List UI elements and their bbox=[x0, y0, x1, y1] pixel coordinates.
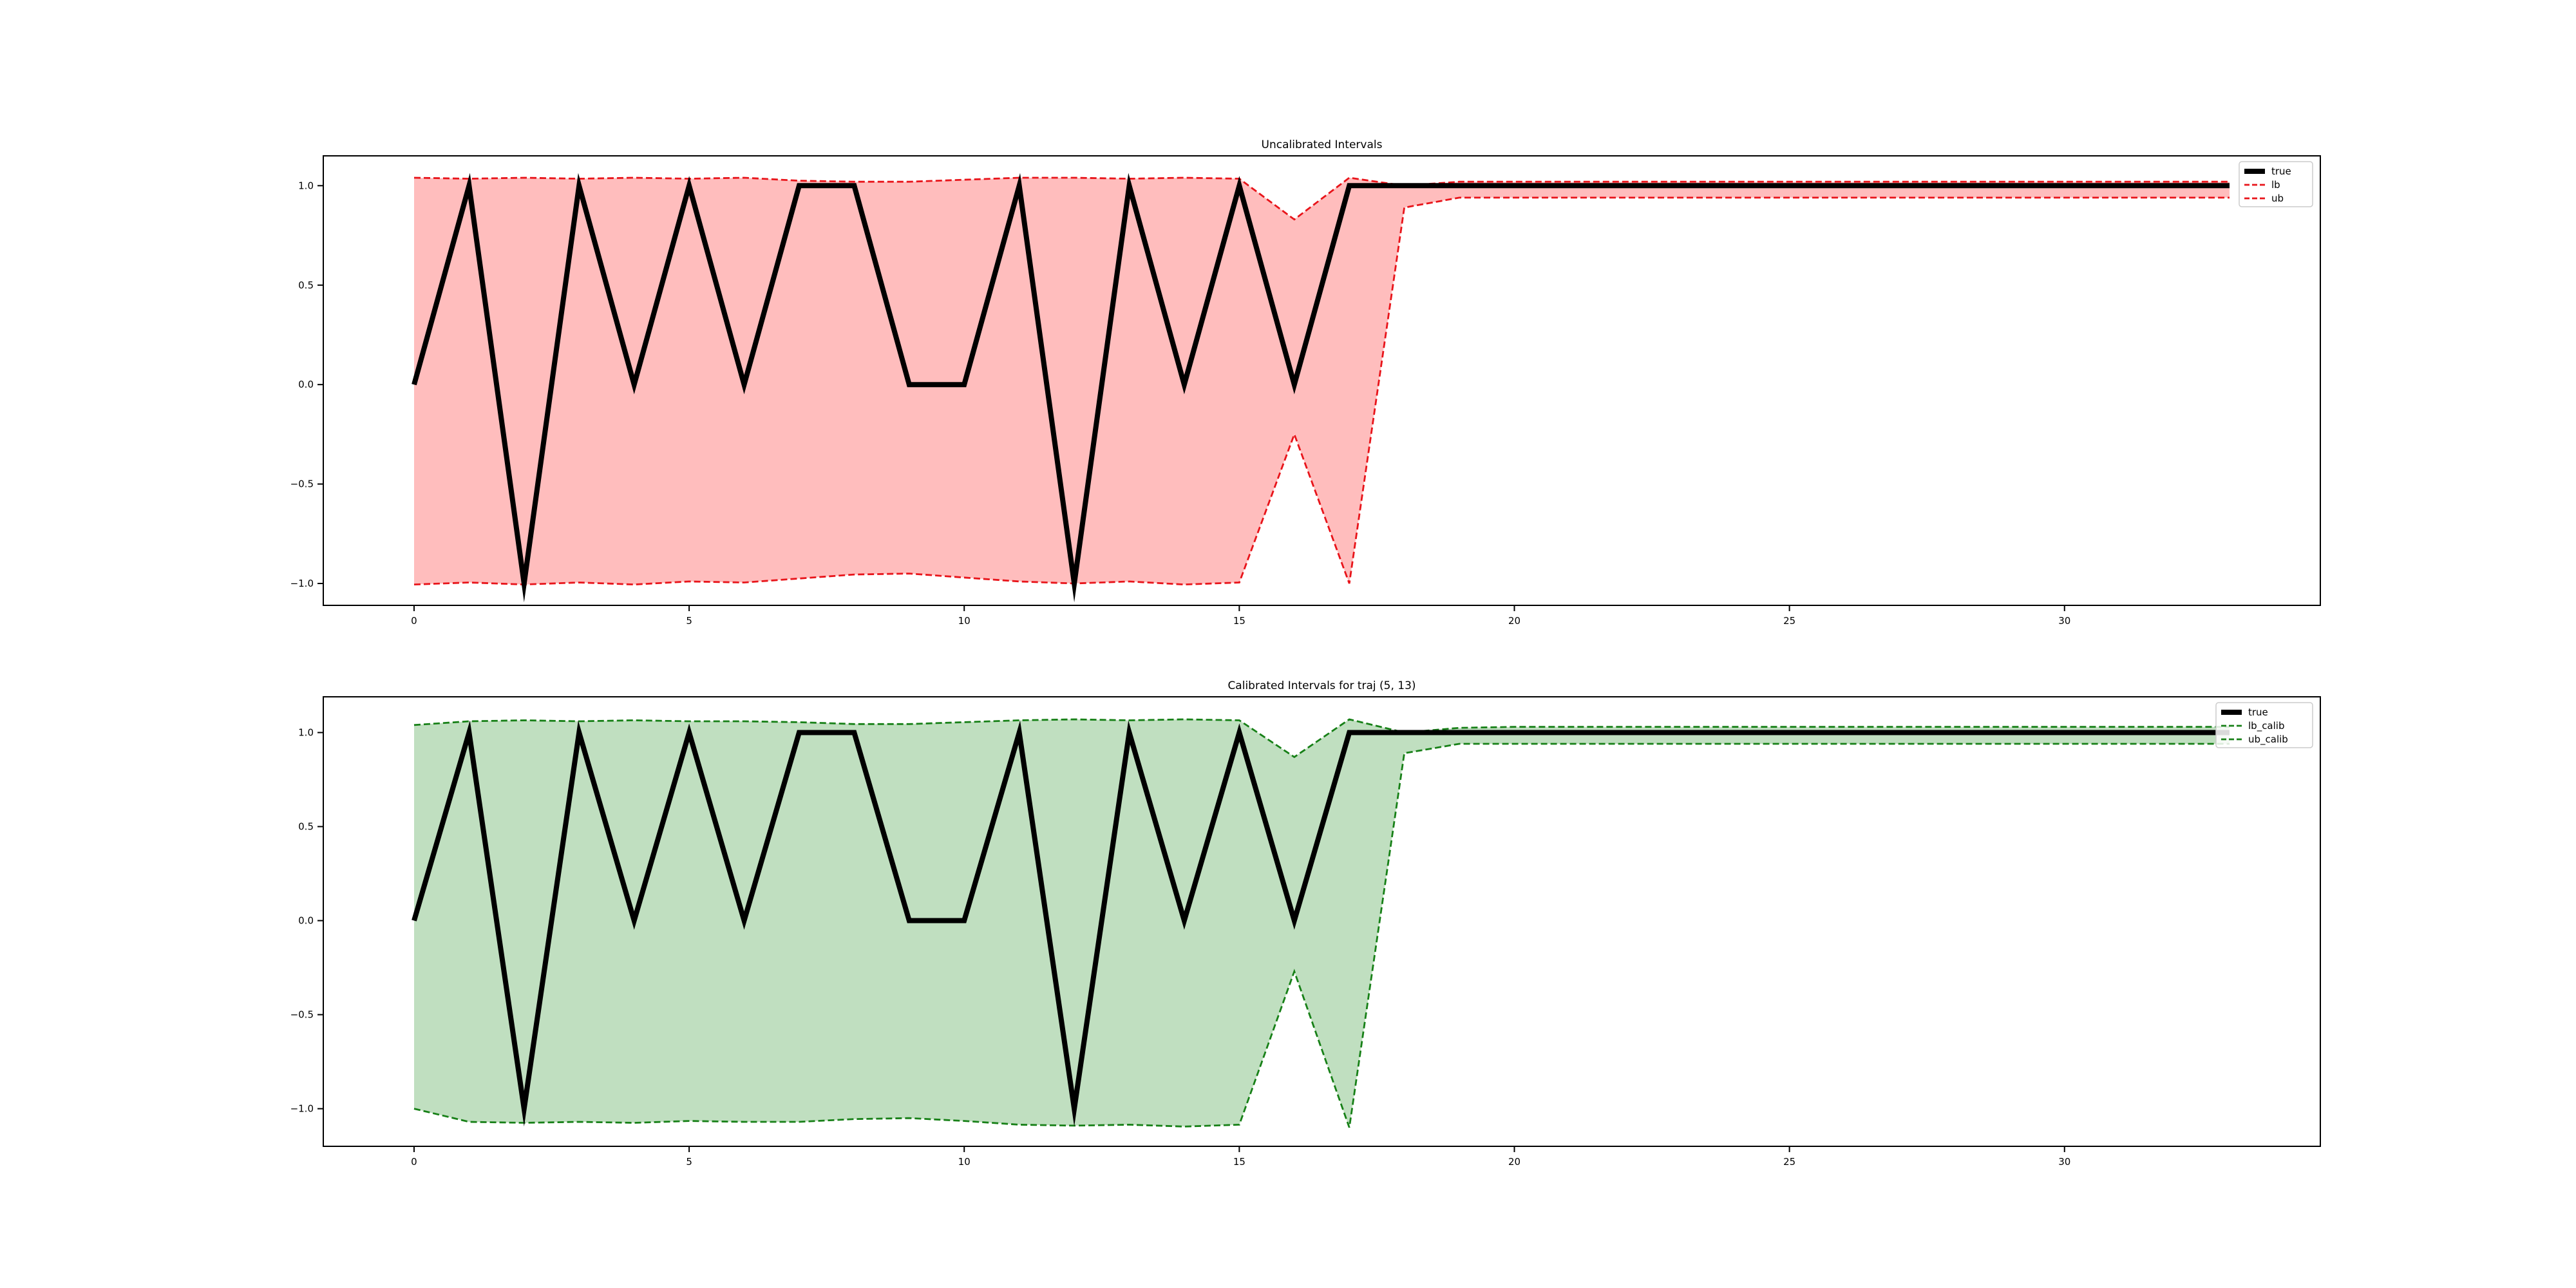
x-tick-label: 15 bbox=[1233, 615, 1245, 627]
x-tick-label: 20 bbox=[1508, 615, 1520, 627]
x-tick-label: 10 bbox=[958, 615, 971, 627]
interval-band bbox=[414, 719, 2230, 1128]
legend-label-ub: ub bbox=[2271, 193, 2284, 204]
x-tick-label: 25 bbox=[1783, 1156, 1795, 1168]
legend-label-true: true bbox=[2271, 166, 2291, 177]
chart-title: Uncalibrated Intervals bbox=[1262, 138, 1383, 151]
interval-band bbox=[414, 178, 2230, 585]
axes-frame bbox=[323, 155, 2321, 606]
legend-label-lb: lb bbox=[2271, 179, 2280, 191]
chart-title: Calibrated Intervals for traj (5, 13) bbox=[1227, 679, 1416, 692]
series-line-ub bbox=[413, 196, 2230, 586]
x-tick-label: 10 bbox=[958, 1156, 971, 1168]
y-tick-label: −1.0 bbox=[290, 578, 314, 589]
legend: true lb_calib ub_calib bbox=[2215, 702, 2313, 748]
series-line-ub_calib bbox=[413, 743, 2230, 1128]
x-tick-label: 20 bbox=[1508, 1156, 1520, 1168]
y-tick-label: 1.0 bbox=[298, 180, 314, 191]
y-tick-label: −0.5 bbox=[290, 1009, 314, 1021]
series-line-true bbox=[412, 720, 2230, 1127]
y-tick-label: −0.5 bbox=[290, 478, 314, 490]
legend-label-ub_calib: ub_calib bbox=[2248, 734, 2288, 746]
y-tick-label: 0.5 bbox=[298, 821, 314, 833]
legend-label-lb_calib: lb_calib bbox=[2248, 720, 2284, 732]
x-tick-label: 5 bbox=[686, 615, 692, 627]
legend: true lb ub bbox=[2239, 161, 2313, 207]
y-tick-label: 0.5 bbox=[298, 279, 314, 291]
series-line-true bbox=[412, 173, 2230, 603]
axes-frame bbox=[323, 696, 2321, 1147]
chart-panel-2: Calibrated Intervals for traj (5, 13) 0 5 1… bbox=[290, 679, 2321, 1168]
y-tick-label: 0.0 bbox=[298, 915, 314, 927]
x-tick-label: 15 bbox=[1233, 1156, 1245, 1168]
x-tick-label: 5 bbox=[686, 1156, 692, 1168]
y-tick-label: −1.0 bbox=[290, 1103, 314, 1115]
chart-panel-1: Uncalibrated Intervals 0 5 10 15 20 25 30 −1.0 −0… bbox=[290, 138, 2321, 627]
y-tick-label: 0.0 bbox=[298, 379, 314, 390]
x-tick-label: 25 bbox=[1783, 615, 1795, 627]
x-tick-label: 0 bbox=[411, 615, 417, 627]
series-line-lb_calib bbox=[413, 718, 2230, 759]
y-tick-label: 1.0 bbox=[298, 726, 314, 738]
series-line-lb bbox=[413, 176, 2230, 221]
x-tick-label: 0 bbox=[411, 1156, 417, 1168]
x-tick-label: 30 bbox=[2058, 1156, 2070, 1168]
x-tick-label: 30 bbox=[2058, 615, 2070, 627]
legend-label-true: true bbox=[2248, 706, 2268, 718]
